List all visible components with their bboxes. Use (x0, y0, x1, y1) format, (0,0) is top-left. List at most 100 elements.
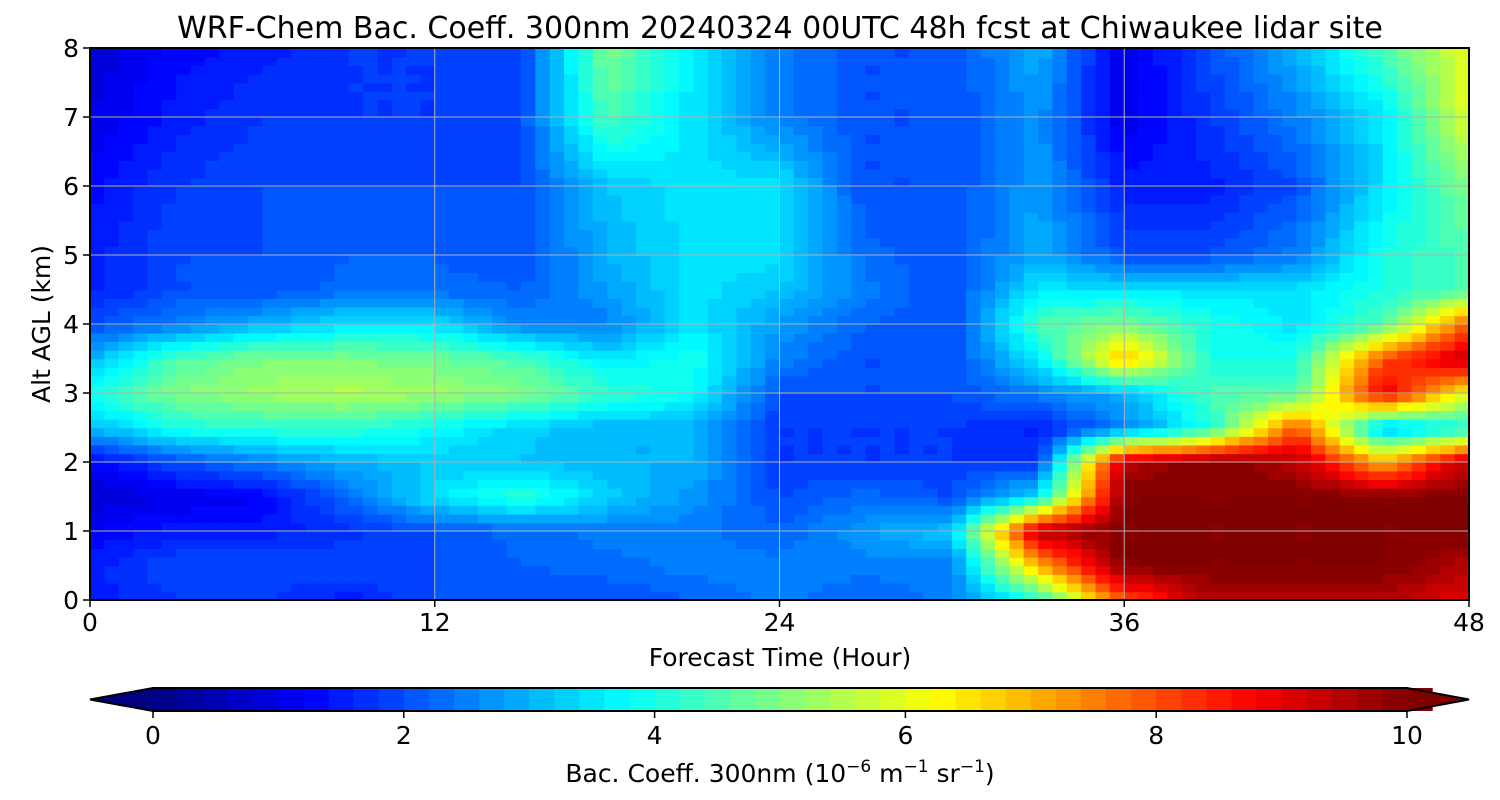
heatmap-cell (434, 203, 450, 213)
heatmap-cell (406, 82, 422, 92)
heatmap-cell (362, 496, 379, 506)
heatmap-cell (463, 151, 479, 161)
heatmap-cell (305, 306, 321, 317)
heatmap-cell (1066, 574, 1082, 584)
heatmap-cell (707, 462, 723, 472)
heatmap-cell (578, 186, 594, 196)
heatmap-cell (319, 272, 335, 282)
heatmap-cell (865, 393, 881, 403)
heatmap-cell (506, 393, 522, 403)
heatmap-cell (693, 444, 709, 455)
heatmap-cell (1052, 505, 1068, 515)
heatmap-cell (779, 410, 795, 420)
heatmap-cell (262, 565, 278, 575)
heatmap-cell (506, 108, 522, 118)
heatmap-cell (535, 367, 551, 377)
heatmap-cell (1095, 505, 1111, 515)
heatmap-cell (1095, 255, 1111, 265)
heatmap-cell (535, 349, 551, 360)
heatmap-cell (1109, 48, 1126, 58)
heatmap-cell (707, 487, 723, 498)
heatmap-cell (1181, 444, 1197, 455)
heatmap-cell (750, 220, 766, 230)
heatmap-cell (276, 220, 292, 230)
heatmap-cell (535, 125, 551, 135)
heatmap-cell (851, 591, 867, 601)
heatmap-cell (793, 531, 810, 541)
heatmap-cell (951, 168, 968, 179)
heatmap-cell (104, 108, 120, 118)
heatmap-cell (1167, 82, 1183, 92)
heatmap-cell (233, 496, 249, 506)
heatmap-cell (406, 220, 422, 230)
heatmap-cell (1153, 375, 1169, 386)
heatmap-cell (1095, 358, 1111, 368)
heatmap-cell (592, 539, 608, 549)
heatmap-cell (362, 418, 379, 429)
heatmap-cell (549, 462, 565, 472)
heatmap-cell (837, 548, 853, 558)
heatmap-cell (937, 177, 953, 187)
heatmap-cell (578, 177, 594, 187)
heatmap-cell (1081, 410, 1097, 420)
heatmap-cell (1181, 565, 1197, 575)
heatmap-cell (362, 211, 379, 222)
heatmap-cell (1181, 375, 1197, 386)
heatmap-cell (377, 487, 393, 498)
heatmap-cell (621, 349, 637, 360)
heatmap-cell (449, 160, 465, 170)
heatmap-cell (980, 117, 996, 127)
heatmap-cell (707, 349, 723, 360)
heatmap-cell (535, 496, 551, 506)
heatmap-cell (377, 453, 393, 463)
heatmap-cell (1052, 324, 1068, 334)
heatmap-cell (377, 246, 393, 256)
heatmap-cell (492, 565, 508, 575)
heatmap-cell (1153, 565, 1169, 575)
heatmap-cell (908, 117, 924, 127)
heatmap-cell (1023, 56, 1039, 66)
heatmap-cell (492, 375, 508, 386)
heatmap-cell (204, 556, 221, 567)
heatmap-cell (535, 444, 551, 455)
heatmap-cell (923, 556, 939, 567)
heatmap-cell (1066, 367, 1082, 377)
heatmap-cell (607, 436, 623, 446)
heatmap-cell (851, 65, 867, 75)
heatmap-cell (793, 280, 810, 291)
heatmap-cell (362, 82, 379, 92)
heatmap-cell (635, 332, 652, 342)
heatmap-cell (535, 263, 551, 273)
heatmap-cell (951, 117, 968, 127)
heatmap-cell (477, 384, 493, 394)
heatmap-cell (104, 487, 120, 498)
heatmap-cell (506, 255, 522, 265)
heatmap-cell (348, 142, 364, 153)
heatmap-cell (1109, 168, 1126, 179)
heatmap-cell (377, 582, 393, 593)
heatmap-cell (506, 487, 522, 498)
heatmap-cell (118, 306, 134, 317)
heatmap-cell (1038, 556, 1054, 567)
heatmap-cell (406, 186, 422, 196)
heatmap-cell (750, 56, 766, 66)
heatmap-cell (118, 496, 134, 506)
heatmap-cell (377, 444, 393, 455)
heatmap-cell (1038, 289, 1054, 299)
heatmap-cell (808, 142, 824, 153)
heatmap-cell (765, 565, 781, 575)
heatmap-cell (837, 255, 853, 265)
heatmap-cell (1138, 229, 1154, 239)
heatmap-cell (822, 418, 838, 429)
heatmap-cell (750, 427, 766, 437)
heatmap-cell (161, 358, 177, 368)
heatmap-cell (980, 263, 996, 273)
heatmap-cell (578, 358, 594, 368)
heatmap-cell (219, 470, 235, 480)
heatmap-cell (779, 358, 795, 368)
heatmap-cell (837, 436, 853, 446)
heatmap-cell (520, 505, 537, 515)
heatmap-cell (506, 367, 522, 377)
heatmap-cell (951, 151, 968, 161)
heatmap-cell (477, 487, 493, 498)
